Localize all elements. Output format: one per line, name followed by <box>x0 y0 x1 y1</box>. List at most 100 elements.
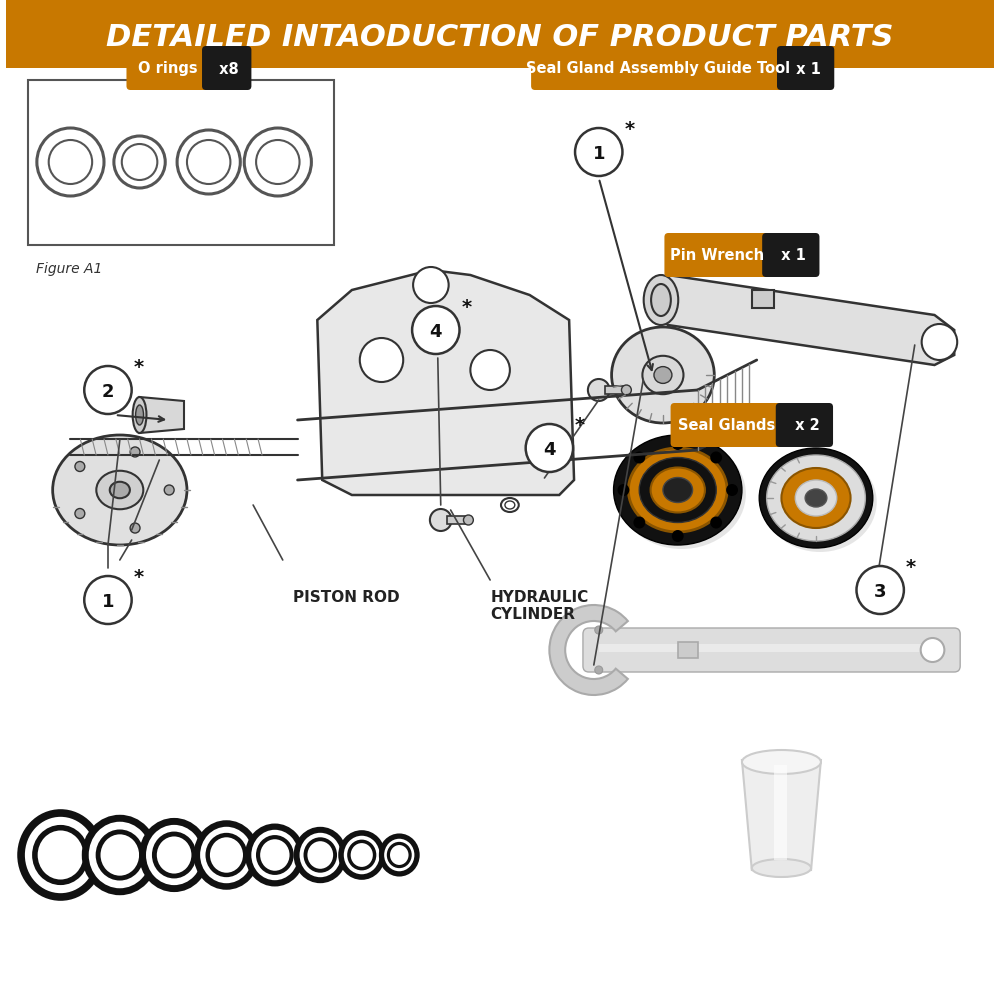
Ellipse shape <box>767 455 865 541</box>
Ellipse shape <box>618 439 746 549</box>
Text: x 2: x 2 <box>790 418 819 434</box>
Circle shape <box>710 517 722 529</box>
Circle shape <box>726 484 738 496</box>
Text: x8: x8 <box>214 62 239 77</box>
Ellipse shape <box>752 859 811 877</box>
Text: *: * <box>461 298 472 318</box>
Ellipse shape <box>187 140 230 184</box>
Ellipse shape <box>143 821 206 889</box>
FancyBboxPatch shape <box>776 403 833 447</box>
Circle shape <box>621 385 631 395</box>
Circle shape <box>84 576 132 624</box>
Ellipse shape <box>742 750 821 774</box>
Ellipse shape <box>208 835 245 875</box>
Polygon shape <box>140 397 184 433</box>
Ellipse shape <box>639 458 716 522</box>
Ellipse shape <box>244 128 311 196</box>
Ellipse shape <box>651 284 671 316</box>
Ellipse shape <box>781 468 851 528</box>
Text: 1: 1 <box>102 593 114 611</box>
FancyBboxPatch shape <box>777 46 834 90</box>
Ellipse shape <box>122 144 157 180</box>
Ellipse shape <box>654 367 672 383</box>
Text: Pin Wrench: Pin Wrench <box>670 248 764 263</box>
Text: Figure A1: Figure A1 <box>36 262 102 276</box>
Text: *: * <box>624 120 635 139</box>
Circle shape <box>360 338 403 382</box>
Circle shape <box>413 267 449 303</box>
Ellipse shape <box>388 843 410 867</box>
Circle shape <box>130 447 140 457</box>
Ellipse shape <box>349 841 375 869</box>
Ellipse shape <box>154 834 194 876</box>
Circle shape <box>75 461 85 471</box>
Circle shape <box>526 424 573 472</box>
Circle shape <box>84 366 132 414</box>
Text: *: * <box>134 568 144 587</box>
Ellipse shape <box>177 130 240 194</box>
Bar <box>678 642 698 658</box>
Ellipse shape <box>21 813 100 897</box>
Circle shape <box>672 438 684 450</box>
Polygon shape <box>742 760 821 870</box>
Text: 3: 3 <box>874 583 886 601</box>
Bar <box>752 290 774 308</box>
Text: 1: 1 <box>592 145 605 163</box>
FancyBboxPatch shape <box>762 233 819 277</box>
Circle shape <box>164 485 174 495</box>
Text: *: * <box>575 416 585 436</box>
Ellipse shape <box>133 397 146 433</box>
Ellipse shape <box>651 468 705 512</box>
Circle shape <box>75 509 85 519</box>
Ellipse shape <box>197 824 256 886</box>
Circle shape <box>463 515 473 525</box>
FancyBboxPatch shape <box>531 46 785 90</box>
Bar <box>447 516 466 524</box>
Circle shape <box>921 638 944 662</box>
Bar <box>774 765 787 860</box>
Circle shape <box>618 484 629 496</box>
Circle shape <box>633 517 645 529</box>
Ellipse shape <box>642 356 683 394</box>
Ellipse shape <box>505 501 515 509</box>
Circle shape <box>633 451 645 463</box>
FancyBboxPatch shape <box>202 46 251 90</box>
Polygon shape <box>317 270 574 495</box>
Bar <box>28 80 334 245</box>
Ellipse shape <box>644 275 678 325</box>
Ellipse shape <box>305 839 335 871</box>
Polygon shape <box>658 275 954 365</box>
Ellipse shape <box>763 452 877 552</box>
Text: Seal Glands: Seal Glands <box>678 418 776 434</box>
Ellipse shape <box>248 827 302 883</box>
Circle shape <box>856 566 904 614</box>
FancyBboxPatch shape <box>671 403 784 447</box>
Bar <box>605 386 624 394</box>
Ellipse shape <box>588 379 610 401</box>
Text: HYDRAULIC
CYLINDER: HYDRAULIC CYLINDER <box>490 590 588 622</box>
Ellipse shape <box>795 480 837 516</box>
Ellipse shape <box>136 405 144 425</box>
Ellipse shape <box>382 836 417 874</box>
Text: Seal Gland Assembly Guide Tool: Seal Gland Assembly Guide Tool <box>526 62 790 77</box>
Circle shape <box>595 626 603 634</box>
Circle shape <box>672 530 684 542</box>
Text: 2: 2 <box>102 383 114 401</box>
Text: 4: 4 <box>543 441 556 459</box>
FancyBboxPatch shape <box>583 628 960 672</box>
Ellipse shape <box>805 489 827 507</box>
Text: PISTON ROD: PISTON ROD <box>293 590 399 605</box>
Ellipse shape <box>114 136 165 188</box>
Circle shape <box>470 350 510 390</box>
Text: 4: 4 <box>430 323 442 341</box>
Ellipse shape <box>85 818 154 892</box>
Circle shape <box>710 451 722 463</box>
Bar <box>599 644 944 652</box>
Circle shape <box>595 666 603 674</box>
Ellipse shape <box>110 482 130 498</box>
Ellipse shape <box>612 327 714 423</box>
Text: x 1: x 1 <box>776 248 806 263</box>
Ellipse shape <box>49 140 92 184</box>
FancyBboxPatch shape <box>664 233 770 277</box>
Ellipse shape <box>628 448 727 532</box>
